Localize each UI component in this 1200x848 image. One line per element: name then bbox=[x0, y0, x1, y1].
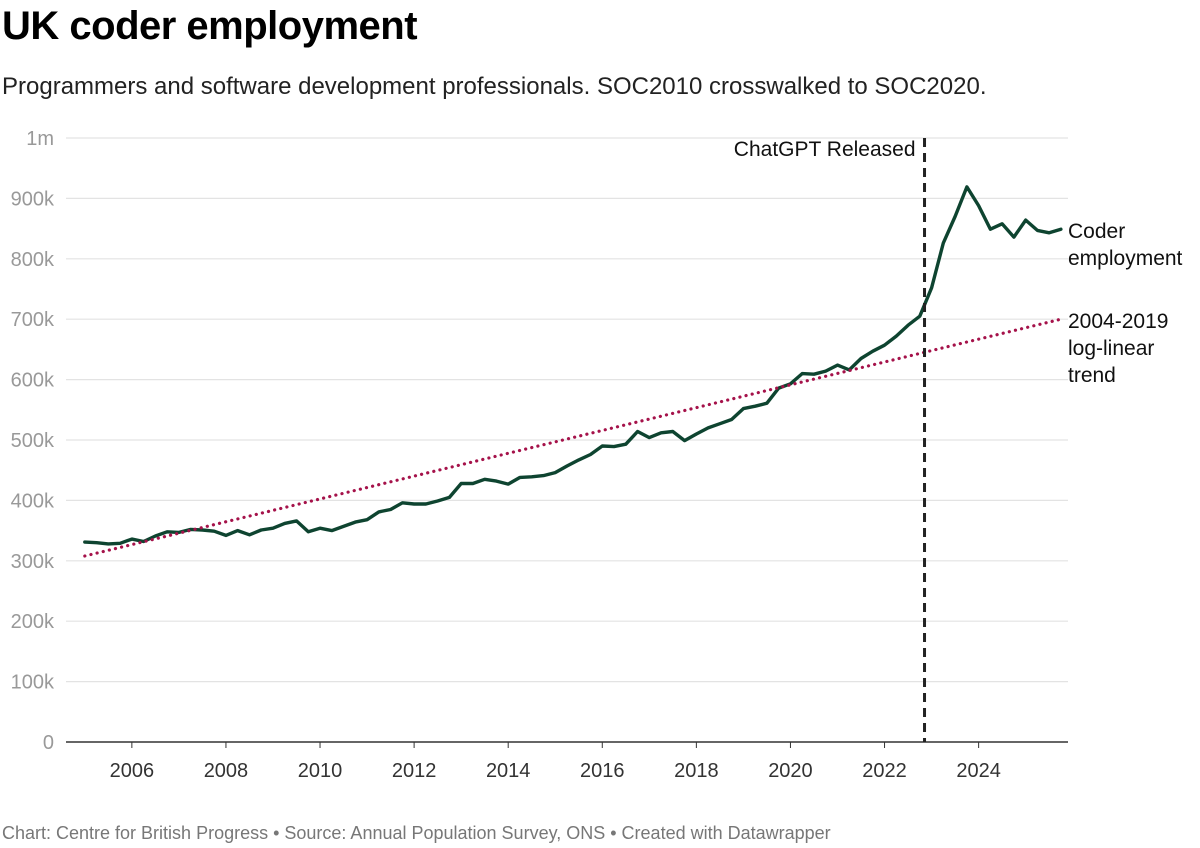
y-tick-label: 400k bbox=[11, 490, 55, 512]
annotations: ChatGPT Released bbox=[734, 138, 927, 742]
x-tick-label: 2020 bbox=[768, 760, 813, 782]
coder-employment-label: Coder bbox=[1068, 220, 1125, 243]
x-tick-label: 2012 bbox=[392, 760, 437, 782]
x-tick-label: 2008 bbox=[204, 760, 249, 782]
series-line-trend bbox=[83, 317, 1063, 558]
series-lines bbox=[83, 185, 1063, 558]
gridlines bbox=[66, 137, 1068, 743]
y-axis-ticks: 0 100k 200k 300k 400k 500k 600k 700k 800k 900k 1m bbox=[11, 128, 55, 754]
y-tick-label: 700k bbox=[11, 309, 55, 331]
series-labels: Coder employment 2004-2019 log-linear trend bbox=[1068, 220, 1183, 387]
y-tick-label: 1m bbox=[26, 128, 54, 150]
x-tick-label: 2006 bbox=[110, 760, 155, 782]
x-axis-ticks: 2006 2008 2010 2012 2014 2016 2018 2020 2022 2024 bbox=[110, 742, 1001, 782]
chatgpt-release-label: ChatGPT Released bbox=[734, 138, 916, 161]
x-tick-label: 2016 bbox=[580, 760, 625, 782]
x-tick-label: 2010 bbox=[298, 760, 343, 782]
y-tick-label: 500k bbox=[11, 430, 55, 452]
y-tick-label: 0 bbox=[43, 732, 54, 754]
y-tick-label: 600k bbox=[11, 370, 55, 392]
y-tick-label: 800k bbox=[11, 249, 55, 271]
x-tick-label: 2014 bbox=[486, 760, 531, 782]
x-tick-label: 2018 bbox=[674, 760, 719, 782]
chart-footer: Chart: Centre for British Progress • Sou… bbox=[2, 823, 831, 843]
series-line-coder-employment bbox=[83, 185, 1063, 546]
x-tick-label: 2024 bbox=[956, 760, 1001, 782]
trend-label: log-linear bbox=[1068, 337, 1154, 360]
y-tick-label: 200k bbox=[11, 611, 55, 633]
chart-subtitle: Programmers and software development pro… bbox=[2, 73, 987, 100]
y-tick-label: 100k bbox=[11, 672, 55, 694]
x-tick-label: 2022 bbox=[862, 760, 907, 782]
y-tick-label: 300k bbox=[11, 551, 55, 573]
coder-employment-label: employment bbox=[1068, 247, 1183, 270]
y-tick-label: 900k bbox=[11, 188, 55, 210]
chart-title: UK coder employment bbox=[2, 4, 418, 48]
trend-label: 2004-2019 bbox=[1068, 310, 1168, 333]
trend-label: trend bbox=[1068, 364, 1116, 387]
